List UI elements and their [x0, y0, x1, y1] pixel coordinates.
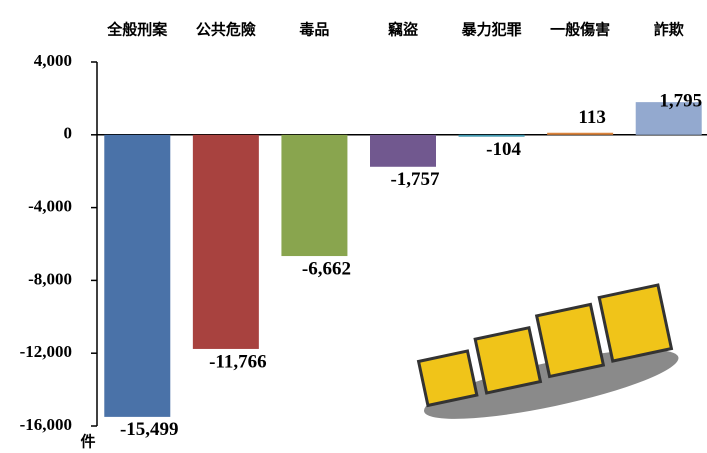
bar: [459, 135, 525, 137]
value-label: -11,766: [209, 351, 267, 372]
value-label: 113: [578, 107, 605, 128]
bar: [104, 135, 170, 417]
unit-label: 件: [80, 433, 95, 451]
y-tick-label: -12,000: [20, 342, 72, 361]
bar: [193, 135, 259, 349]
y-tick-label: 4,000: [34, 51, 72, 70]
y-tick-label: -4,000: [28, 197, 72, 216]
value-label: -6,662: [302, 258, 351, 279]
chart: 件 -16,000 -12,000 -8,000 -4,000 0 4,000 全般刑案 -1…: [0, 0, 707, 453]
x-tick-label: 公共危險: [196, 21, 256, 39]
x-tick-label: 一般傷害: [550, 21, 610, 39]
x-tick-label: 全般刑案: [106, 21, 168, 39]
decoration: [408, 284, 682, 433]
page: 件 -16,000 -12,000 -8,000 -4,000 0 4,000 全般刑案 -1…: [0, 0, 707, 453]
value-label: -104: [486, 139, 521, 160]
x-tick-label: 毒品: [299, 21, 329, 39]
x-tick-label: 暴力犯罪: [462, 21, 522, 39]
value-label: 1,795: [659, 90, 702, 111]
bar: [281, 135, 347, 256]
x-tick-label: 竊盜: [388, 21, 419, 39]
value-label: -1,757: [390, 169, 440, 190]
value-label: -15,499: [120, 419, 179, 440]
x-tick-label: 詐欺: [654, 21, 684, 39]
y-tick-label: 0: [64, 124, 73, 143]
y-tick-label: -8,000: [28, 269, 72, 288]
y-tick-label: -16,000: [20, 415, 72, 434]
bar: [370, 135, 436, 167]
bar: [547, 133, 613, 135]
